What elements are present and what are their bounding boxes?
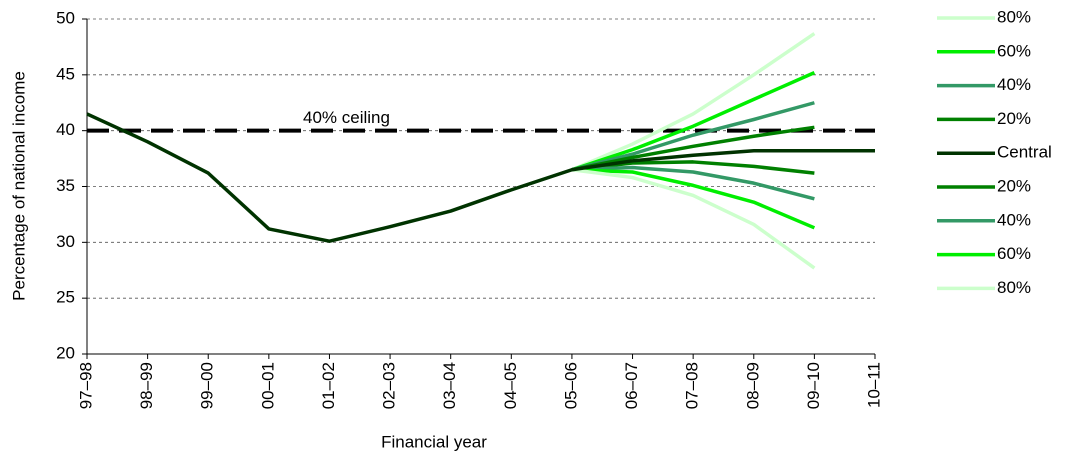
legend-label: 40% bbox=[997, 75, 1031, 94]
y-tick-label: 20 bbox=[56, 343, 75, 362]
legend-label: 80% bbox=[997, 278, 1031, 297]
x-tick-label: 03–04 bbox=[440, 362, 459, 409]
series-line bbox=[571, 165, 815, 201]
legend-label: 40% bbox=[997, 210, 1031, 229]
y-tick-label: 45 bbox=[56, 64, 75, 83]
y-tick-label: 50 bbox=[56, 8, 75, 27]
legend-label: 80% bbox=[997, 7, 1031, 26]
x-tick-label: 99–00 bbox=[198, 362, 217, 409]
x-tick-label: 08–09 bbox=[743, 362, 762, 409]
x-tick-label: 06–07 bbox=[622, 362, 641, 409]
series-line bbox=[571, 101, 815, 172]
x-tick-label: 10–11 bbox=[864, 362, 883, 408]
legend-label: 60% bbox=[997, 41, 1031, 60]
legend-label: 60% bbox=[997, 244, 1031, 263]
ceiling-label: 40% ceiling bbox=[303, 108, 390, 127]
y-tick-label: 30 bbox=[56, 232, 75, 251]
series-line bbox=[571, 168, 816, 230]
x-axis-title: Financial year bbox=[381, 432, 487, 451]
legend-label: Central bbox=[997, 143, 1052, 162]
x-tick-label: 07–08 bbox=[683, 362, 702, 409]
x-tick-label: 09–10 bbox=[804, 362, 823, 409]
x-tick-label: 97–98 bbox=[76, 362, 95, 409]
legend-label: 20% bbox=[997, 109, 1031, 128]
y-tick-label: 25 bbox=[56, 288, 75, 307]
legend-label: 20% bbox=[997, 176, 1031, 195]
series-line bbox=[571, 70, 816, 172]
series-line bbox=[86, 112, 875, 243]
x-tick-label: 05–06 bbox=[561, 362, 580, 409]
x-tick-label: 02–03 bbox=[380, 362, 399, 409]
x-tick-label: 01–02 bbox=[319, 362, 338, 409]
series-line bbox=[571, 125, 815, 172]
x-tick-label: 04–05 bbox=[501, 362, 520, 409]
x-tick-label: 00–01 bbox=[258, 362, 277, 409]
series-line bbox=[571, 32, 816, 172]
series-line bbox=[571, 168, 816, 270]
y-tick-label: 40 bbox=[56, 120, 75, 139]
x-tick-label: 98–99 bbox=[137, 362, 156, 409]
y-tick-label: 35 bbox=[56, 176, 75, 195]
y-axis-title: Percentage of national income bbox=[9, 71, 28, 301]
